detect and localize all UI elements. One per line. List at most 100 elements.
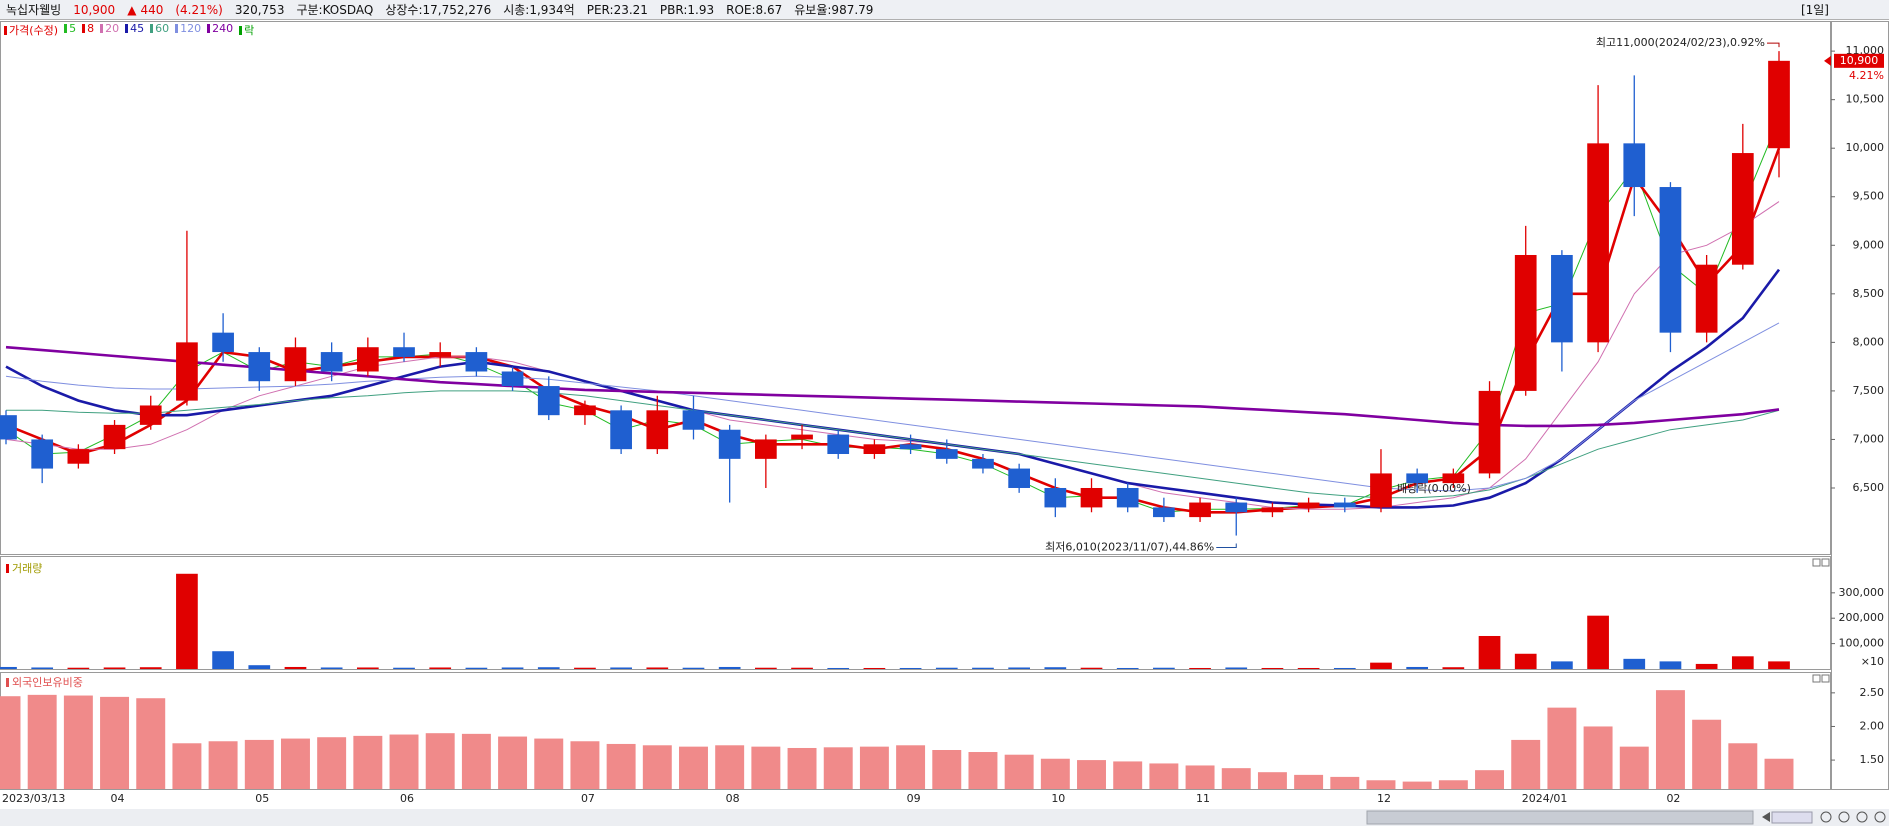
panel-name: 거래량: [12, 562, 42, 575]
ratio-bar: [896, 745, 926, 789]
candle-body: [1297, 502, 1320, 508]
panel-button[interactable]: [1821, 674, 1830, 683]
legend-item: 240: [207, 22, 233, 38]
last-price-pointer: [1824, 55, 1831, 66]
market-cap: 시총:1,934억: [503, 3, 575, 17]
candle-body: [1008, 468, 1030, 488]
volume-bar: [1261, 667, 1284, 669]
high-annotation: 최고11,000(2024/02/23),0.92%: [1596, 36, 1765, 49]
last-price-box: [1834, 53, 1884, 68]
panel-button[interactable]: [1812, 558, 1821, 567]
volume-bar: [1731, 656, 1754, 669]
candle-body: [899, 444, 922, 450]
zoom-button[interactable]: [1838, 811, 1850, 823]
ratio-bar: [63, 695, 93, 789]
volume-bar: [284, 666, 307, 669]
ratio-bar: [968, 752, 998, 789]
moving-average-line: [5, 268, 1781, 509]
ratio-bar: [606, 743, 636, 789]
volume-bar: [1080, 667, 1103, 669]
candle-body: [610, 410, 632, 450]
candle-body: [1768, 60, 1790, 149]
last-change-label: 4.21%: [1849, 69, 1884, 82]
volume-bar: [320, 667, 343, 669]
scroll-thumb[interactable]: [1366, 810, 1754, 825]
price: 10,900: [73, 2, 116, 17]
ratio-bar: [498, 736, 528, 789]
ratio-bar: [1077, 760, 1106, 789]
volume-bar: [646, 667, 669, 669]
period-button[interactable]: [1일]: [1800, 3, 1829, 17]
candle-body: [1514, 254, 1537, 391]
legend-item: 45: [125, 22, 144, 38]
y-tick-label: 9,500: [1853, 190, 1885, 203]
roe: ROE:8.67: [726, 2, 783, 17]
y-tick-label: 200,000: [1839, 611, 1885, 624]
ratio-bar: [642, 745, 672, 789]
ratio-bar: [208, 741, 238, 789]
legend-item: 20: [100, 22, 119, 38]
candle-body: [1478, 390, 1501, 474]
high-arrow: [1767, 42, 1780, 48]
panel-name: 외국인보유비중: [12, 676, 83, 689]
x-tick-label: 10: [1051, 792, 1065, 805]
change-pct: (4.21%): [175, 2, 223, 17]
volume-bar: [1514, 653, 1537, 669]
candle-body: [1116, 487, 1139, 508]
zoom-slider[interactable]: [1771, 811, 1813, 824]
ratio-bar: [859, 746, 889, 789]
x-tick-label: 04: [111, 792, 125, 805]
ex-rights-annotation: 배당락(0.00%): [1397, 482, 1471, 495]
candle-body: [1695, 264, 1718, 333]
candle-body: [1225, 502, 1248, 513]
scroll-arrow[interactable]: [1762, 812, 1770, 822]
candle-body: [1153, 507, 1175, 518]
volume-bar: [1406, 666, 1429, 669]
x-tick-label: 07: [581, 792, 595, 805]
volume-bar: [103, 667, 126, 669]
volume-bar: [1478, 635, 1501, 669]
ratio-bar: [136, 698, 166, 789]
volume-bar: [248, 665, 271, 669]
ratio-bar: [1583, 726, 1613, 789]
y-tick-label: 10,000: [1846, 141, 1885, 154]
ratio-bar: [1330, 776, 1360, 789]
panel-button[interactable]: [1821, 558, 1830, 567]
volume-bar: [827, 667, 850, 669]
ratio-bar: [1221, 768, 1251, 789]
candle-body: [1442, 473, 1465, 484]
candle-body: [176, 342, 198, 401]
y-tick-label: 6,500: [1853, 481, 1885, 494]
last-price-label: 10,900: [1840, 54, 1879, 67]
volume-bar: [1008, 667, 1030, 669]
volume-bar: [863, 667, 886, 669]
low-annotation: 최저6,010(2023/11/07),44.86%: [1045, 541, 1214, 554]
panel-button[interactable]: [1812, 674, 1821, 683]
zoom-button[interactable]: [1856, 811, 1868, 823]
y-tick-label: 2.50: [1860, 686, 1885, 699]
candle-body: [248, 352, 271, 382]
candle-body: [537, 386, 560, 416]
ratio-bar: [932, 750, 962, 789]
ratio-bar: [1547, 707, 1577, 789]
candle-body: [827, 434, 850, 455]
change-arrow: ▲: [127, 2, 137, 17]
ratio-bar: [317, 737, 347, 789]
ratio-bar: [1294, 774, 1324, 789]
candle-body: [1080, 487, 1103, 508]
zoom-button[interactable]: [1874, 811, 1886, 823]
low-arrow: [1216, 543, 1237, 549]
info-bar: 녹십자웰빙 10,900 ▲ 440 (4.21%) 320,753 구분:KO…: [0, 0, 1889, 20]
volume-bar: [1153, 667, 1175, 669]
pbr: PBR:1.93: [659, 2, 715, 17]
y-tick-label: 7,000: [1853, 432, 1885, 445]
candle-body: [501, 371, 524, 387]
zoom-button[interactable]: [1820, 811, 1832, 823]
panel-name-marker: [6, 564, 9, 573]
y-tick-label: 10,500: [1846, 93, 1885, 106]
ratio-bar: [787, 747, 817, 789]
volume-bar: [67, 667, 90, 669]
ratio-bar: [1764, 758, 1794, 789]
candle-body: [393, 347, 415, 357]
